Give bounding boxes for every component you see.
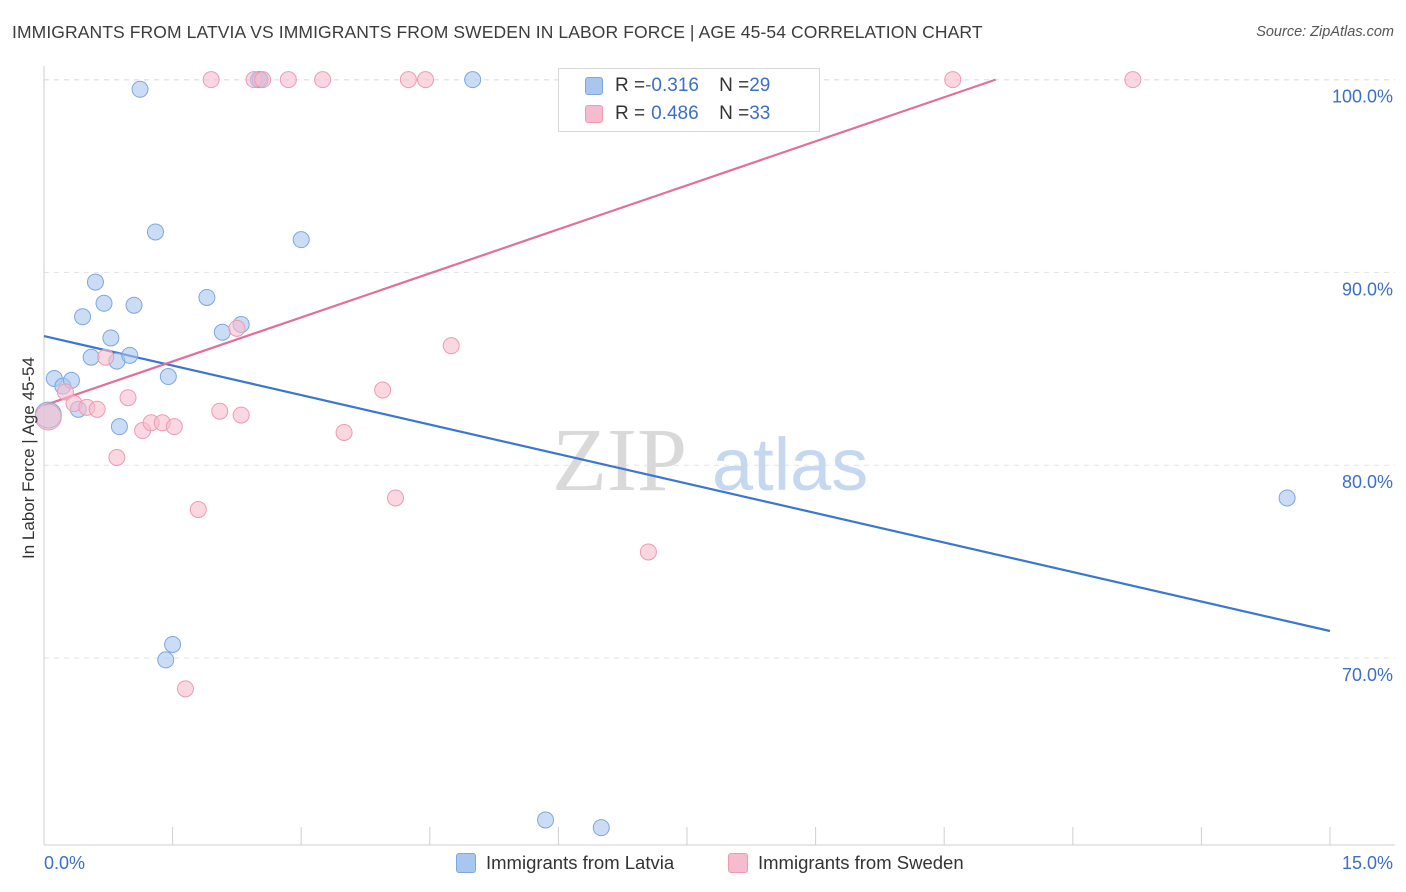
tick-labels: 70.0% 80.0% 90.0% 100.0% 0.0% 15.0% bbox=[44, 87, 1393, 873]
latvia-point bbox=[110, 418, 128, 436]
gridlines bbox=[44, 79, 1395, 659]
sweden-point bbox=[189, 501, 207, 519]
legend-swatch-latvia bbox=[585, 77, 603, 95]
sweden-point bbox=[314, 71, 332, 89]
sweden-point bbox=[279, 71, 297, 89]
sweden-point bbox=[442, 337, 460, 355]
sweden-point bbox=[202, 71, 220, 89]
trend-lines bbox=[43, 78, 1331, 633]
sweden-point bbox=[374, 381, 392, 399]
latvia-point bbox=[82, 348, 100, 366]
legend-r-label: R = bbox=[615, 75, 646, 96]
latvia-point bbox=[213, 323, 231, 341]
latvia-point bbox=[121, 346, 139, 364]
correlation-legend: R = -0.316 N = 29 R = 0.486 N = 33 bbox=[558, 68, 820, 132]
source-credit: Source: ZipAtlas.com bbox=[1256, 24, 1394, 40]
latvia-point bbox=[157, 651, 175, 669]
sweden-point bbox=[56, 383, 74, 401]
sweden-point bbox=[34, 403, 62, 431]
axes bbox=[43, 66, 1395, 846]
latvia-point bbox=[159, 368, 177, 386]
sweden-point bbox=[176, 680, 194, 698]
latvia-point bbox=[102, 329, 120, 347]
watermark: ZIP atlas bbox=[552, 411, 868, 510]
latvia-point bbox=[537, 811, 555, 829]
latvia-point bbox=[95, 294, 113, 312]
series-label-latvia: Immigrants from Latvia bbox=[486, 852, 675, 873]
sweden-point bbox=[639, 543, 657, 561]
legend-n-label: N = bbox=[719, 75, 750, 96]
legend-r-value-latvia: -0.316 bbox=[645, 75, 699, 96]
legend-r-label: R = bbox=[615, 103, 646, 124]
sweden-point bbox=[1124, 71, 1142, 89]
series-legend-sweden: Immigrants from Sweden bbox=[728, 852, 964, 874]
y-tick-label: 90.0% bbox=[1342, 279, 1393, 299]
legend-n-value-sweden: 33 bbox=[749, 103, 771, 124]
latvia-point bbox=[198, 288, 216, 306]
series-swatch-sweden bbox=[728, 853, 748, 873]
latvia-trend-line bbox=[43, 334, 1331, 633]
chart-title: IMMIGRANTS FROM LATVIA VS IMMIGRANTS FRO… bbox=[12, 22, 983, 42]
series-legend: Immigrants from Latvia Immigrants from S… bbox=[0, 852, 1406, 876]
x-tick-label: 0.0% bbox=[44, 853, 85, 873]
sweden-point bbox=[387, 489, 405, 507]
sweden-point bbox=[232, 406, 250, 424]
legend-r-value-sweden: 0.486 bbox=[651, 103, 699, 124]
sweden-point bbox=[211, 402, 229, 420]
watermark-zip: ZIP bbox=[552, 411, 687, 510]
legend-row-latvia: R = -0.316 N = 29 bbox=[585, 74, 770, 98]
latvia-point bbox=[125, 296, 143, 314]
y-tick-label: 100.0% bbox=[1332, 87, 1393, 107]
series-legend-latvia: Immigrants from Latvia bbox=[456, 852, 674, 874]
sweden-point bbox=[165, 418, 183, 436]
sweden-point bbox=[335, 423, 353, 441]
sweden-point bbox=[944, 71, 962, 89]
latvia-point bbox=[164, 636, 182, 654]
series-swatch-latvia bbox=[456, 853, 476, 873]
y-tick-label: 80.0% bbox=[1342, 472, 1393, 492]
legend-row-sweden: R = 0.486 N = 33 bbox=[585, 102, 770, 126]
sweden-point bbox=[254, 71, 272, 89]
y-tick-label: 70.0% bbox=[1342, 665, 1393, 685]
legend-n-value-latvia: 29 bbox=[749, 75, 771, 96]
latvia-point bbox=[86, 273, 104, 291]
latvia-point bbox=[1278, 489, 1296, 507]
latvia-point bbox=[592, 819, 610, 837]
watermark-atlas: atlas bbox=[712, 423, 868, 506]
sweden-trend-line bbox=[43, 78, 996, 407]
latvia-point bbox=[292, 231, 310, 249]
y-axis-label: In Labor Force | Age 45-54 bbox=[19, 357, 38, 559]
legend-swatch-sweden bbox=[585, 105, 603, 123]
latvia-point bbox=[74, 308, 92, 326]
sweden-point bbox=[119, 389, 137, 407]
series-label-sweden: Immigrants from Sweden bbox=[758, 852, 964, 873]
sweden-point bbox=[228, 319, 246, 337]
latvia-point bbox=[464, 71, 482, 89]
latvia-point bbox=[131, 80, 149, 98]
sweden-point bbox=[108, 449, 126, 466]
sweden-point bbox=[97, 348, 115, 366]
legend-n-label: N = bbox=[719, 103, 750, 124]
data-points bbox=[34, 71, 1296, 837]
latvia-point bbox=[146, 223, 164, 241]
sweden-point bbox=[88, 400, 106, 418]
x-tick-label: 15.0% bbox=[1342, 853, 1393, 873]
sweden-point bbox=[399, 71, 417, 89]
sweden-point bbox=[417, 71, 435, 89]
